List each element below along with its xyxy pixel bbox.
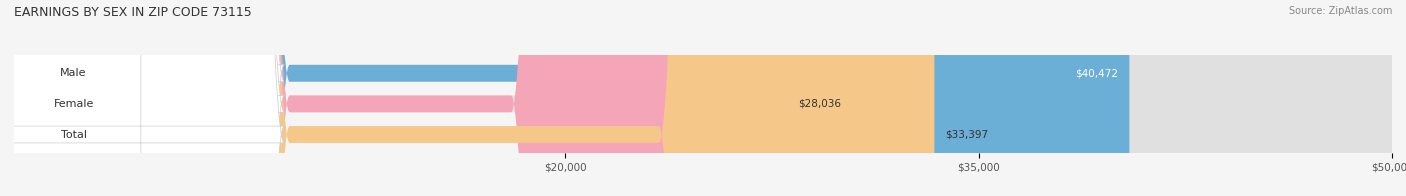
Text: EARNINGS BY SEX IN ZIP CODE 73115: EARNINGS BY SEX IN ZIP CODE 73115 — [14, 6, 252, 19]
FancyBboxPatch shape — [0, 0, 284, 196]
FancyBboxPatch shape — [14, 0, 935, 196]
Text: Female: Female — [53, 99, 94, 109]
FancyBboxPatch shape — [0, 0, 284, 196]
Text: $33,397: $33,397 — [945, 130, 988, 140]
Text: $40,472: $40,472 — [1076, 68, 1118, 78]
FancyBboxPatch shape — [14, 0, 1129, 196]
FancyBboxPatch shape — [0, 0, 284, 196]
Text: Total: Total — [60, 130, 87, 140]
Text: $28,036: $28,036 — [797, 99, 841, 109]
FancyBboxPatch shape — [14, 0, 1392, 196]
Text: Source: ZipAtlas.com: Source: ZipAtlas.com — [1288, 6, 1392, 16]
FancyBboxPatch shape — [14, 0, 787, 196]
FancyBboxPatch shape — [14, 0, 1392, 196]
FancyBboxPatch shape — [14, 0, 1392, 196]
Text: Male: Male — [60, 68, 87, 78]
